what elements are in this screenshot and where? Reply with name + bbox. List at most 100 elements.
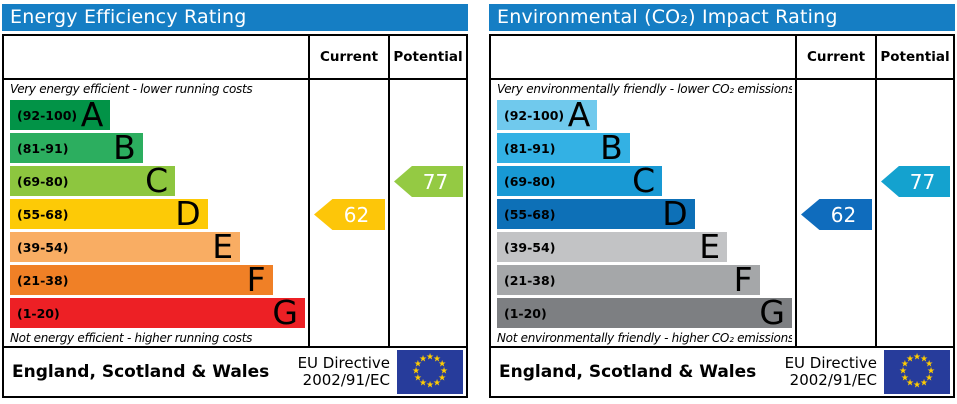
- band-range: (81-91): [17, 140, 69, 156]
- rating-band: (21-38) F: [10, 260, 273, 299]
- current-rating-arrow: 62: [314, 199, 385, 230]
- band-range: (69-80): [504, 173, 556, 189]
- bottom-note: Not environmentally friendly - higher CO…: [497, 331, 792, 345]
- panel-footer: England, Scotland & Wales EU Directive 2…: [491, 346, 953, 396]
- eu-directive-label: EU Directive 2002/91/EC: [298, 355, 390, 389]
- rating-band: (1-20) G: [497, 293, 792, 332]
- band-letter: A: [80, 95, 104, 134]
- band-range: (55-68): [17, 206, 69, 222]
- panel-title: Energy Efficiency Rating: [10, 6, 247, 28]
- eu-flag-icon: ★ ★ ★ ★ ★ ★ ★ ★ ★ ★ ★ ★: [884, 350, 950, 394]
- eu-flag-star: ★: [425, 352, 435, 363]
- band-letter: B: [600, 128, 623, 167]
- rating-panel: Energy Efficiency Rating Current Potenti…: [2, 4, 468, 398]
- eu-flag-star: ★: [900, 359, 909, 370]
- current-column: 62: [795, 80, 875, 346]
- rating-band: (92-100) A: [497, 95, 598, 134]
- table-body: Very environmentally friendly - lower CO…: [491, 80, 953, 346]
- eu-flag-star: ★: [919, 354, 929, 365]
- band-range: (92-100): [17, 107, 78, 123]
- band-letter: F: [733, 260, 753, 299]
- band-letter: F: [246, 260, 266, 299]
- potential-rating-arrow: 77: [394, 166, 463, 197]
- rating-band: (55-68) D: [10, 194, 208, 233]
- rating-band: (69-80) C: [10, 161, 176, 200]
- current-rating-value: 62: [343, 202, 370, 227]
- rating-panel: Environmental (CO₂) Impact Rating Curren…: [489, 4, 955, 398]
- eu-flag-star: ★: [411, 366, 421, 377]
- panel-title-bar: Environmental (CO₂) Impact Rating: [489, 4, 955, 31]
- band-range: (21-38): [17, 272, 69, 288]
- band-letter: D: [175, 194, 201, 233]
- bands-column: Very energy efficient - lower running co…: [4, 80, 308, 346]
- band-range: (81-91): [504, 140, 556, 156]
- eu-directive-line2: 2002/91/EC: [302, 371, 390, 389]
- header-spacer: [491, 36, 795, 78]
- current-column-header: Current: [795, 36, 875, 78]
- band-letter: C: [632, 161, 656, 200]
- bands-column: Very environmentally friendly - lower CO…: [491, 80, 795, 346]
- potential-column-header: Potential: [388, 36, 466, 78]
- rating-table: Current Potential Very environmentally f…: [489, 34, 955, 398]
- region-label: England, Scotland & Wales: [12, 362, 270, 382]
- rating-band: (69-80) C: [497, 161, 663, 200]
- potential-column: 77: [388, 80, 466, 346]
- rating-band: (1-20) G: [10, 293, 305, 332]
- current-rating-arrow: 62: [801, 199, 872, 230]
- eu-flag-star: ★: [905, 378, 915, 389]
- eu-flag-star: ★: [912, 352, 922, 363]
- rating-band: (81-91) B: [497, 128, 630, 167]
- top-note: Very energy efficient - lower running co…: [10, 82, 253, 96]
- eu-flag-star: ★: [905, 354, 915, 365]
- band-letter: D: [662, 194, 688, 233]
- eu-directive-line2: 2002/91/EC: [789, 371, 877, 389]
- eu-flag-star: ★: [900, 373, 909, 384]
- rating-band: (39-54) E: [10, 227, 241, 266]
- potential-rating-arrow: 77: [881, 166, 950, 197]
- eu-flag-icon: ★ ★ ★ ★ ★ ★ ★ ★ ★ ★ ★ ★: [397, 350, 463, 394]
- band-letter: E: [212, 227, 234, 266]
- eu-flag-star: ★: [425, 380, 435, 391]
- band-letter: G: [759, 293, 785, 332]
- table-body: Very energy efficient - lower running co…: [4, 80, 466, 346]
- band-range: (1-20): [17, 305, 60, 321]
- eu-flag-star: ★: [438, 359, 447, 370]
- bands: (92-100) A (81-91) B (69-80) C (55-68) D…: [497, 95, 792, 332]
- current-rating-value: 62: [830, 202, 857, 227]
- rating-table: Current Potential Very energy efficient …: [2, 34, 468, 398]
- band-range: (39-54): [17, 239, 69, 255]
- header-spacer: [4, 36, 308, 78]
- eu-directive-line1: EU Directive: [784, 354, 877, 372]
- top-note: Very environmentally friendly - lower CO…: [497, 82, 792, 96]
- eu-flag-star: ★: [432, 378, 442, 389]
- band-letter: G: [272, 293, 298, 332]
- eu-directive-line1: EU Directive: [297, 354, 390, 372]
- table-header-row: Current Potential: [491, 36, 953, 80]
- eu-flag-star: ★: [418, 354, 428, 365]
- eu-flag-star: ★: [912, 380, 922, 391]
- potential-rating-value: 77: [422, 169, 449, 194]
- eu-flag-star: ★: [898, 366, 908, 377]
- band-range: (92-100): [504, 107, 565, 123]
- eu-flag-star: ★: [925, 359, 934, 370]
- panel-title-bar: Energy Efficiency Rating: [2, 4, 468, 31]
- eu-flag-star: ★: [925, 373, 934, 384]
- band-range: (21-38): [504, 272, 556, 288]
- rating-band: (39-54) E: [497, 227, 728, 266]
- potential-column: 77: [875, 80, 953, 346]
- eu-flag-star: ★: [926, 366, 936, 377]
- bottom-note: Not energy efficient - higher running co…: [10, 331, 253, 345]
- panel-footer: England, Scotland & Wales EU Directive 2…: [4, 346, 466, 396]
- current-column: 62: [308, 80, 388, 346]
- current-column-header: Current: [308, 36, 388, 78]
- eu-flag-star: ★: [418, 378, 428, 389]
- eu-flag-star: ★: [432, 354, 442, 365]
- band-letter: E: [699, 227, 721, 266]
- eu-flag-star: ★: [413, 373, 422, 384]
- eu-directive-label: EU Directive 2002/91/EC: [785, 355, 877, 389]
- band-letter: A: [567, 95, 591, 134]
- band-range: (39-54): [504, 239, 556, 255]
- potential-rating-value: 77: [909, 169, 936, 194]
- band-letter: C: [145, 161, 169, 200]
